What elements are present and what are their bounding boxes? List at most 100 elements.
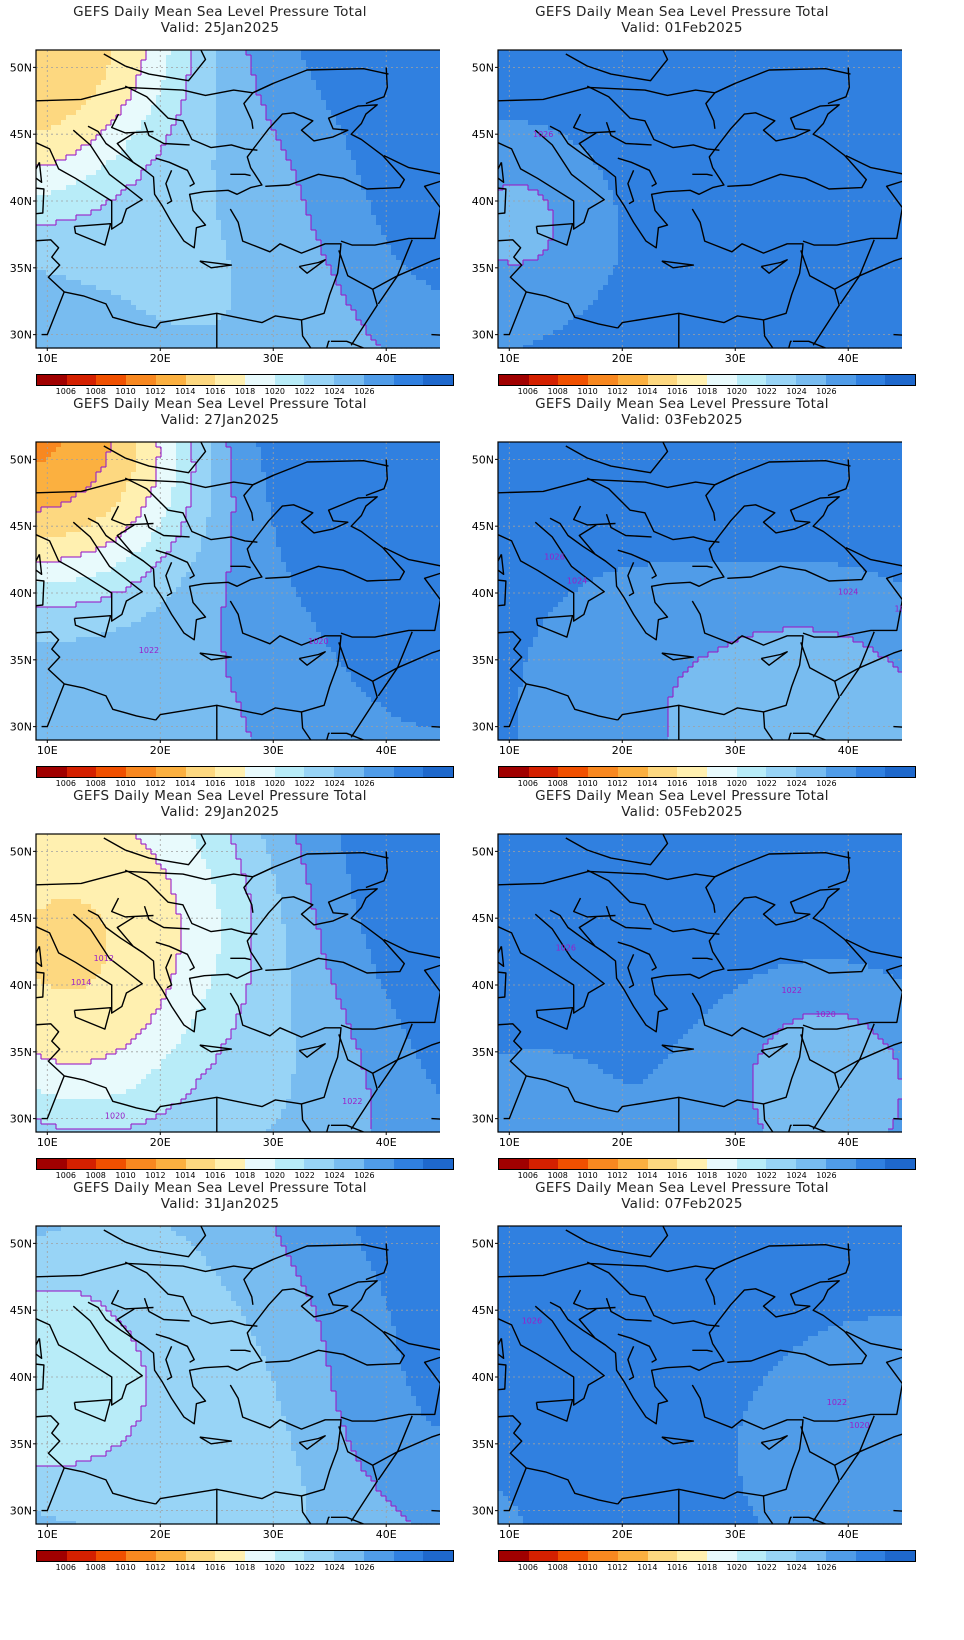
colorbar-label: 1006 xyxy=(56,387,76,396)
colorbar-segment xyxy=(707,767,737,777)
pressure-map: 1026 1024 1024 1022 10E 20E 30E 40E 50N 45N 40N 35N… xyxy=(472,441,902,757)
coastlines-borders xyxy=(498,50,902,348)
colorbar-label: 1008 xyxy=(548,1171,568,1180)
colorbar-label: 1010 xyxy=(115,779,135,788)
x-tick-label: 20E xyxy=(612,744,633,757)
y-tick-label: 35N xyxy=(10,654,32,667)
colorbar-segment xyxy=(245,1159,275,1169)
colorbar-segment xyxy=(796,767,826,777)
contour-label: 1026 xyxy=(556,943,576,952)
colorbar-label: 1024 xyxy=(324,387,344,396)
colorbar-label: 1020 xyxy=(727,1563,747,1572)
x-tick-label: 30E xyxy=(725,744,746,757)
colorbar-segment xyxy=(796,375,826,385)
coastlines-borders xyxy=(36,50,440,348)
colorbar-segment xyxy=(855,375,886,385)
colorbar-label: 1022 xyxy=(295,1563,315,1572)
colorbar-segment xyxy=(185,375,216,385)
pressure-map: 1012 1014 1020 1022 10E 20E 30E 40E 50N 45N 40N 35N… xyxy=(10,833,440,1149)
pressure-map: 1026 1022 1020 10E 20E 30E 40E 50N 45N 40N 35N 30N xyxy=(472,833,902,1149)
colorbar-label: 1010 xyxy=(577,1171,597,1180)
contour-label: 1022 xyxy=(139,646,159,655)
colorbar-label: 1018 xyxy=(697,387,717,396)
y-tick-label: 40N xyxy=(10,195,32,208)
colorbar-segment xyxy=(274,375,305,385)
x-tick-label: 40E xyxy=(376,1528,397,1541)
colorbar-label: 1008 xyxy=(86,1171,106,1180)
map-frame xyxy=(35,1225,440,1525)
x-tick-label: 40E xyxy=(838,1528,859,1541)
x-tick-label: 30E xyxy=(263,1528,284,1541)
colorbar-label: 1008 xyxy=(86,387,106,396)
colorbar-label: 1016 xyxy=(667,1563,687,1572)
y-tick-label: 50N xyxy=(10,1237,32,1250)
colorbar-segment xyxy=(855,767,886,777)
colorbar-segment xyxy=(37,1159,67,1169)
colorbar-label: 1014 xyxy=(637,779,657,788)
y-tick-label: 45N xyxy=(472,912,494,925)
colorbar-label: 1012 xyxy=(607,1563,627,1572)
x-tick-label: 10E xyxy=(37,352,58,365)
isobars xyxy=(36,1226,411,1522)
colorbar-segment xyxy=(617,375,648,385)
colorbar-segment xyxy=(363,375,394,385)
coastlines-borders xyxy=(498,1226,902,1524)
colorbar-segment xyxy=(126,767,156,777)
colorbar-segment xyxy=(528,1159,559,1169)
x-tick-label: 20E xyxy=(612,1528,633,1541)
colorbar-label: 1012 xyxy=(145,387,165,396)
colorbar-segment xyxy=(66,375,97,385)
map-panel: GEFS Daily Mean Sea Level Pressure Total… xyxy=(462,396,916,788)
colorbar-label: 1014 xyxy=(175,1171,195,1180)
colorbar-segment xyxy=(885,767,916,777)
y-tick-label: 40N xyxy=(472,1371,494,1384)
colorbar-label: 1008 xyxy=(86,779,106,788)
colorbar-label: 1024 xyxy=(324,779,344,788)
colorbar-segment xyxy=(423,375,454,385)
y-tick-label: 40N xyxy=(472,587,494,600)
isobars xyxy=(667,626,902,737)
contour-label: 1022 xyxy=(895,605,902,614)
contour-label: 1020 xyxy=(105,1112,125,1121)
colorbar-segment xyxy=(126,375,156,385)
y-tick-label: 40N xyxy=(472,979,494,992)
colorbar-label: 1014 xyxy=(175,779,195,788)
colorbar-segment xyxy=(766,375,797,385)
colorbar-segment xyxy=(304,1551,335,1561)
colorbar-label: 1006 xyxy=(518,1563,538,1572)
map-frame xyxy=(35,833,440,1133)
x-tick-label: 40E xyxy=(376,744,397,757)
panel-valid-date: Valid: 27Jan2025 xyxy=(0,412,440,428)
colorbar-segment xyxy=(393,767,424,777)
colorbar-segment xyxy=(736,767,767,777)
contour-label: 1020 xyxy=(815,1010,835,1019)
y-tick-label: 30N xyxy=(472,721,494,734)
colorbar-label: 1022 xyxy=(295,779,315,788)
colorbar-label: 1012 xyxy=(607,387,627,396)
colorbar-segment xyxy=(825,1551,856,1561)
x-tick-label: 40E xyxy=(838,744,859,757)
colorbar-label: 1016 xyxy=(205,1563,225,1572)
x-tick-label: 10E xyxy=(37,744,58,757)
colorbar-label: 1010 xyxy=(577,1563,597,1572)
colorbar-label: 1024 xyxy=(786,387,806,396)
colorbar-segment xyxy=(499,1551,529,1561)
colorbar-segment xyxy=(334,1159,364,1169)
colorbar-label: 1012 xyxy=(607,779,627,788)
y-tick-label: 50N xyxy=(472,453,494,466)
colorbar-segment xyxy=(825,1159,856,1169)
contour-label: 1014 xyxy=(71,978,91,987)
y-tick-label: 50N xyxy=(472,845,494,858)
colorbar: 1006 1008 1010 1012 1014 1016 1018 1020 1022 1024… xyxy=(0,1550,454,1572)
x-tick-label: 10E xyxy=(499,352,520,365)
panel-valid-date: Valid: 07Feb2025 xyxy=(462,1196,902,1212)
colorbar-segment xyxy=(825,375,856,385)
colorbar-segment xyxy=(393,1551,424,1561)
colorbar-segment xyxy=(304,767,335,777)
colorbar-segment xyxy=(155,767,186,777)
colorbar: 1006 1008 1010 1012 1014 1016 1018 1020 1022 1024… xyxy=(0,374,454,396)
panel-title: GEFS Daily Mean Sea Level Pressure Total xyxy=(462,4,902,20)
colorbar-label: 1020 xyxy=(265,1563,285,1572)
colorbar-segment xyxy=(855,1159,886,1169)
y-tick-label: 45N xyxy=(472,520,494,533)
